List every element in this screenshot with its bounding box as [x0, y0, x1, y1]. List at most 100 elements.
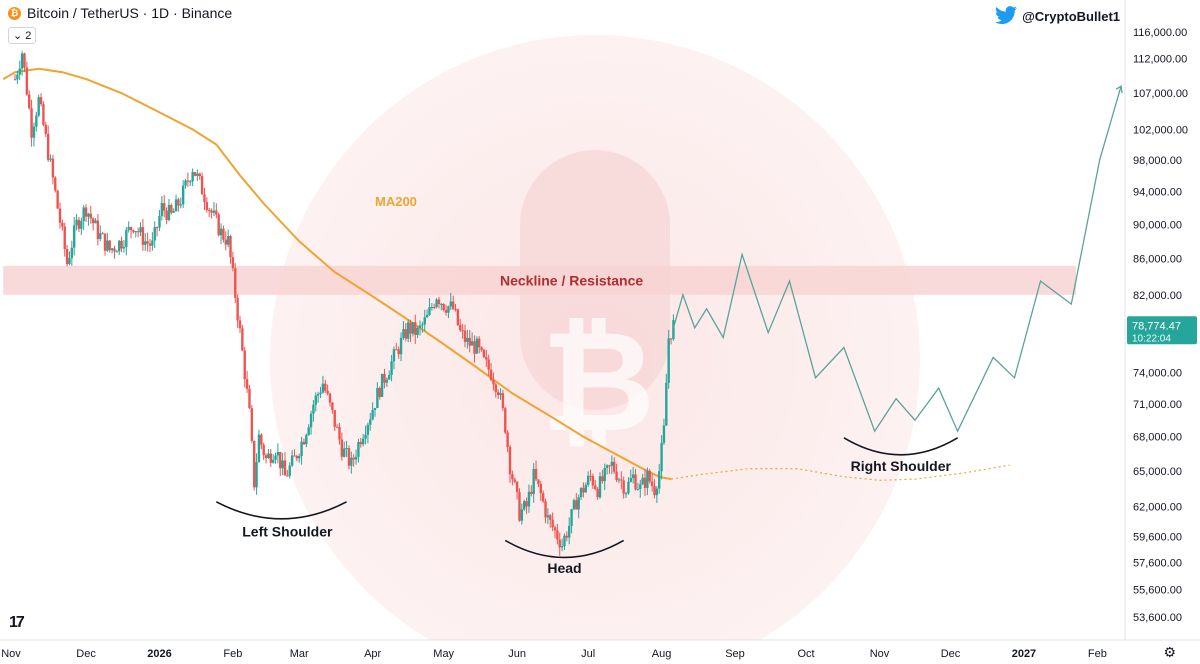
candle-body [603, 467, 606, 482]
candle-body [485, 357, 488, 360]
candle-body [208, 210, 211, 212]
price-tag-countdown: 10:22:04 [1132, 333, 1171, 344]
x-axis-panel[interactable] [0, 640, 1200, 664]
candle-body [300, 441, 303, 457]
candle-body [534, 468, 538, 480]
candle-body [155, 227, 159, 229]
candle-body [428, 307, 431, 315]
candle-body [388, 374, 391, 380]
candle-body [186, 180, 190, 182]
candle-body [236, 297, 239, 321]
candle-body [425, 314, 429, 318]
y-tick-label: 62,000.00 [1133, 502, 1182, 514]
candle-body [35, 115, 38, 127]
candle-body [343, 448, 346, 457]
candle-body [532, 468, 535, 494]
candle-body [231, 257, 235, 269]
tradingview-logo-icon[interactable]: 17 [9, 614, 25, 631]
candle-body [267, 453, 270, 459]
x-tick-label: Oct [797, 648, 814, 660]
candle-body [489, 369, 493, 381]
candle-body [402, 329, 405, 338]
candle-body [191, 172, 194, 182]
candle-body [591, 475, 595, 486]
candle-body [65, 248, 69, 265]
y-tick-label: 90,000.00 [1133, 219, 1182, 231]
candle-body [276, 451, 280, 456]
x-tick-label: Nov [1, 648, 21, 660]
x-tick-label: Sep [725, 648, 745, 660]
candle-body [369, 419, 372, 425]
candle-body [478, 338, 481, 348]
candle-body [46, 133, 50, 160]
candle-body [523, 501, 526, 510]
candle-body [347, 448, 351, 466]
chevron-down-icon: ⌄ [13, 30, 23, 42]
candle-body [530, 491, 533, 494]
candle-body [91, 218, 95, 224]
candle-body [250, 408, 254, 441]
candle-body [151, 240, 154, 246]
candle-body [82, 207, 85, 222]
candle-body [298, 456, 301, 459]
candle-body [70, 247, 74, 259]
y-tick-label: 82,000.00 [1133, 290, 1182, 302]
candle-body [473, 341, 476, 354]
y-tick-label: 59,600.00 [1133, 532, 1182, 544]
x-tick-label: Aug [652, 648, 672, 660]
candle-body [25, 67, 29, 95]
candle-body [196, 173, 199, 176]
x-tick-label: Jun [508, 648, 526, 660]
candle-body [440, 303, 443, 305]
candle-body [335, 426, 339, 428]
candle-body [511, 474, 514, 480]
candle-body [596, 489, 599, 498]
candle-body [648, 470, 651, 482]
candle-body [378, 388, 381, 397]
candle-body [395, 349, 398, 351]
candle-body [61, 222, 64, 227]
y-tick-label: 53,600.00 [1133, 612, 1182, 624]
candle-body [177, 199, 180, 206]
candle-body [582, 487, 585, 493]
y-tick-label: 86,000.00 [1133, 254, 1182, 266]
indicator-collapse-button[interactable]: ⌄ 2 [8, 27, 37, 44]
candle-body [54, 177, 57, 191]
y-tick-label: 57,600.00 [1133, 557, 1182, 569]
candle-body [504, 408, 507, 433]
candle-body [480, 347, 483, 350]
candle-body [13, 79, 17, 81]
candle-body [167, 204, 171, 220]
candle-body [601, 476, 604, 482]
candle-body [461, 330, 464, 332]
candle-body [624, 493, 628, 495]
candle-body [399, 337, 403, 355]
candle-body [499, 393, 502, 396]
candle-body [30, 108, 33, 138]
candle-body [42, 104, 45, 125]
candle-body [139, 227, 142, 233]
candle-body [470, 341, 474, 346]
candle-body [94, 220, 97, 224]
y-tick-label: 55,600.00 [1133, 584, 1182, 596]
settings-gear-icon[interactable]: ⚙ [1163, 644, 1176, 660]
candle-body [586, 475, 590, 485]
candle-body [608, 465, 611, 467]
candle-body [241, 328, 244, 351]
candle-body [205, 202, 209, 211]
y-tick-label: 94,000.00 [1133, 186, 1182, 198]
candle-body [338, 427, 341, 440]
symbol-header[interactable]: ₿ Bitcoin / TetherUS · 1D · Binance [8, 5, 232, 21]
candle-body [316, 394, 320, 396]
candle-body [108, 240, 111, 251]
candle-body [286, 475, 289, 477]
neckline-zone [3, 265, 1077, 295]
candle-body [328, 393, 332, 403]
candle-body [506, 432, 509, 447]
candle-body [295, 456, 299, 459]
x-tick-label: 2026 [147, 648, 171, 660]
candle-body [390, 361, 393, 375]
candle-body [77, 219, 81, 229]
candle-body [37, 97, 40, 116]
